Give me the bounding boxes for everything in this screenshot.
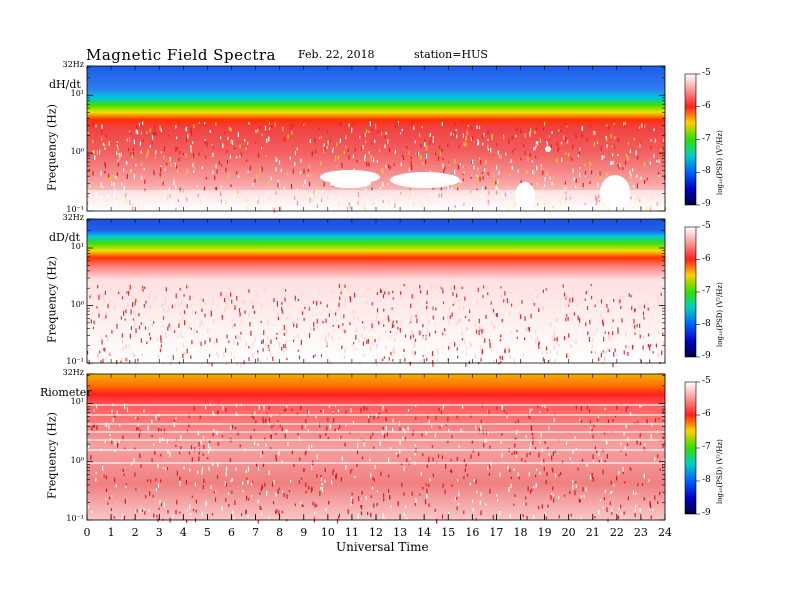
y-tick-label: 10⁻¹ [66, 357, 84, 366]
y-tick-label: 10¹ [70, 89, 84, 99]
y-tick-label: 10⁻¹ [66, 205, 84, 214]
y-tick-label: 10⁰ [70, 455, 84, 465]
colorbar-tick-label: -6 [702, 409, 711, 419]
colorbar-0 [684, 73, 697, 206]
x-tick-label: 14 [417, 526, 432, 539]
chart-title: Magnetic Field Spectra [86, 46, 276, 64]
panel-0 [87, 66, 667, 213]
chart-station: station=HUS [414, 48, 488, 61]
x-tick-label: 23 [633, 526, 648, 539]
colorbar-tick-label: -8 [702, 318, 711, 329]
x-tick-label: 4 [179, 526, 187, 539]
colorbar-tick-label: -9 [702, 199, 711, 209]
panel-2 [87, 374, 666, 524]
riometer-harmonics [87, 404, 665, 464]
colorbar-tick-label: -8 [702, 475, 711, 485]
chart-date: Feb. 22, 2018 [298, 48, 375, 61]
spectrogram-1 [87, 219, 665, 363]
spectrogram-2 [87, 374, 665, 520]
y-axis-label-0: Frequency (Hz) [45, 103, 59, 191]
x-tick-label: 21 [585, 526, 600, 539]
y-tick-label: 32Hz [62, 368, 84, 377]
x-tick-label: 24 [658, 526, 672, 539]
colorbar-1 [684, 226, 697, 358]
y-tick-label: 32Hz [62, 213, 84, 222]
x-tick-label: 5 [203, 526, 211, 539]
colorbar-tick-label: -5 [702, 376, 711, 386]
y-axis-label-1: Frequency (Hz) [45, 256, 59, 343]
x-tick-label: 17 [489, 526, 504, 539]
colorbar-tick-label: -7 [702, 286, 711, 296]
colorbar-label-2: log₁₀(PSD) (V²/Hz) [716, 439, 724, 504]
x-tick-label: 13 [393, 526, 408, 539]
x-tick-label: 7 [252, 526, 260, 539]
y-tick-label: 10¹ [70, 242, 84, 252]
colorbar-tick-label: -7 [702, 133, 711, 144]
y-tick-label: 32Hz [62, 60, 84, 69]
colorbar-tick-label: -9 [702, 351, 711, 361]
x-tick-label: 16 [465, 526, 480, 539]
x-tick-label: 9 [300, 526, 308, 539]
x-tick-label: 3 [155, 526, 163, 539]
y-axis-label-2: Frequency (Hz) [45, 412, 59, 499]
panel-name-1: dD/dt [49, 231, 81, 245]
x-tick-label: 0 [83, 526, 91, 539]
colorbar-tick-label: -9 [702, 508, 711, 518]
colorbar-tick-label: -5 [702, 68, 711, 78]
x-tick-label: 19 [537, 526, 552, 539]
x-tick-label: 18 [513, 526, 528, 539]
x-tick-label: 6 [228, 526, 235, 539]
colorbar-label-1: log₁₀(PSD) (V²/Hz) [716, 282, 724, 347]
y-tick-label: 10⁰ [70, 299, 84, 309]
colorbar-tick-label: -7 [702, 442, 711, 452]
x-axis-label: Universal Time [336, 540, 429, 554]
x-tick-label: 10 [320, 526, 335, 539]
colorbar-2 [684, 381, 697, 515]
x-tick-label: 22 [609, 526, 624, 539]
colorbar-tick-label: -6 [702, 100, 711, 111]
x-tick-label: 11 [344, 526, 359, 539]
colorbar-tick-label: -8 [702, 166, 711, 177]
y-tick-label: 10⁻¹ [66, 514, 84, 523]
y-tick-label: 10⁰ [70, 147, 84, 157]
colorbar-label-0: log₁₀(PSD) (V²/Hz) [716, 130, 724, 195]
y-tick-label: 10¹ [70, 397, 84, 407]
x-tick-label: 8 [276, 526, 284, 539]
panel-name-2: Riometer [40, 386, 92, 400]
white-patches [87, 146, 665, 211]
x-tick-label: 20 [561, 526, 576, 539]
x-tick-label: 2 [131, 526, 139, 539]
x-tick-label: 12 [369, 526, 383, 539]
panel-1 [87, 219, 665, 368]
x-tick-label: 15 [441, 526, 456, 539]
panel-name-0: dH/dt [49, 78, 81, 92]
colorbar-tick-label: -6 [702, 253, 711, 264]
x-tick-label: 1 [107, 526, 115, 539]
colorbar-tick-label: -5 [702, 221, 711, 231]
